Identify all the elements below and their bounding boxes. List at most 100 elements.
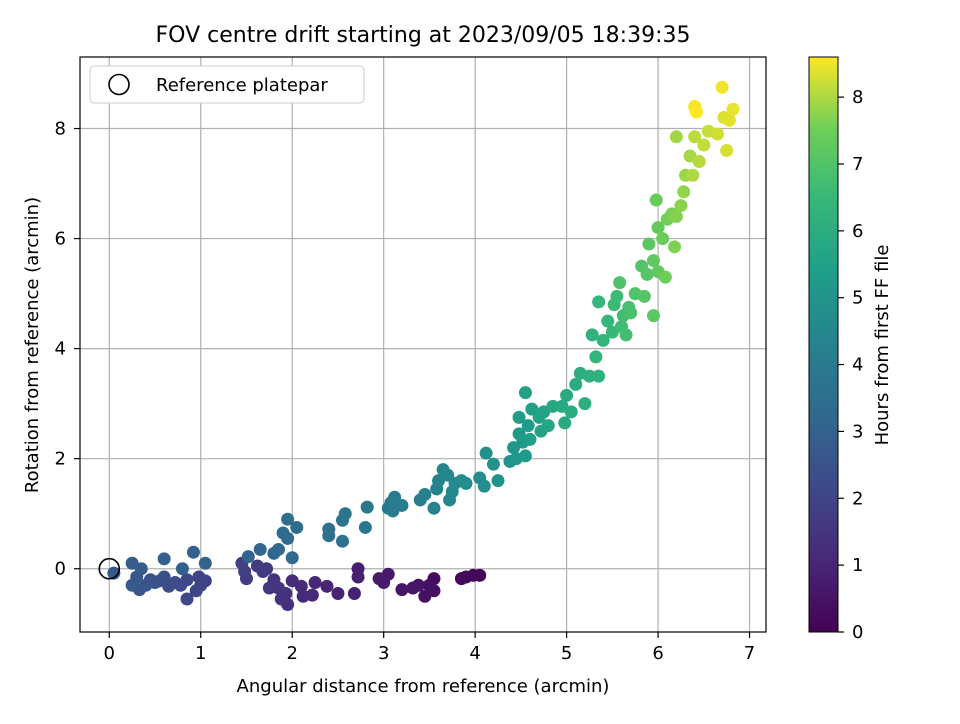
x-tick-label: 2 <box>286 643 297 664</box>
scatter-point <box>189 584 203 598</box>
scatter-point <box>518 449 532 463</box>
scatter-point <box>276 526 290 540</box>
scatter-point <box>395 498 409 512</box>
colorbar-label: Hours from first FF file <box>872 245 893 446</box>
scatter-point <box>642 237 656 251</box>
legend-box <box>89 65 365 104</box>
scatter-point <box>290 520 304 534</box>
scatter-point <box>296 589 310 603</box>
x-tick-label: 7 <box>744 643 755 664</box>
scatter-point <box>692 155 706 169</box>
y-tick-label: 2 <box>55 449 66 470</box>
colorbar-tick-label: 4 <box>852 355 863 376</box>
scatter-point <box>477 479 491 493</box>
scatter-point <box>656 232 670 246</box>
scatter-point <box>406 581 420 595</box>
scatter-point <box>459 476 473 490</box>
scatter-point <box>592 295 606 309</box>
scatter-point <box>668 240 682 254</box>
scatter-point <box>250 559 264 573</box>
colorbar-gradient <box>808 56 839 633</box>
x-tick-label: 3 <box>378 643 389 664</box>
x-tick-label: 5 <box>561 643 572 664</box>
scatter-point <box>624 306 638 320</box>
scatter-point <box>601 314 615 328</box>
scatter-point <box>157 552 171 566</box>
colorbar-tick-label: 2 <box>852 488 863 509</box>
scatter-point <box>338 507 352 521</box>
colorbar-tick-label: 6 <box>852 221 863 242</box>
x-tick-label: 1 <box>195 643 206 664</box>
scatter-point <box>479 446 493 460</box>
y-tick-label: 8 <box>55 119 66 140</box>
scatter-point <box>669 130 683 144</box>
scatter-point <box>134 562 148 576</box>
scatter-point <box>427 501 441 515</box>
scatter-point <box>422 578 436 592</box>
scatter-point <box>180 592 194 606</box>
scatter-point <box>585 328 599 342</box>
scatter-point <box>697 138 711 152</box>
scatter-point <box>274 592 288 606</box>
scatter-point <box>253 542 267 556</box>
scatter-point <box>358 520 372 534</box>
x-tick-label: 0 <box>104 643 115 664</box>
plot-frame <box>79 56 767 633</box>
scatter-point <box>619 328 633 342</box>
y-tick-label: 6 <box>55 229 66 250</box>
legend-marker-icon <box>108 73 130 96</box>
scatter-point <box>569 377 583 391</box>
scatter-point <box>649 193 663 207</box>
scatter-point <box>592 369 606 383</box>
reference-platepar-marker <box>98 557 121 580</box>
scatter-point <box>418 589 432 603</box>
scatter-point <box>192 570 206 584</box>
scatter-point <box>360 500 374 514</box>
scatter-point <box>521 419 535 433</box>
x-axis-label: Angular distance from reference (arcmin) <box>237 676 610 697</box>
legend: Reference platepar <box>89 65 365 104</box>
y-axis-label: Rotation from reference (arcmin) <box>22 197 43 493</box>
scatter-point <box>491 474 505 488</box>
x-tick-label: 4 <box>469 643 480 664</box>
axis-ticks: 0 1 2 3 4 5 6 7 0 2 4 6 8 <box>55 119 756 664</box>
scatter-point <box>613 276 627 290</box>
scatter-point <box>646 309 660 323</box>
scatter-point <box>589 350 603 364</box>
scatter-point <box>454 572 468 586</box>
y-tick-label: 4 <box>55 339 66 360</box>
scatter-point <box>347 586 361 600</box>
scatter-point <box>686 168 700 182</box>
scatter-point <box>546 399 560 413</box>
scatter-point <box>523 432 537 446</box>
scatter-point <box>241 550 255 564</box>
scatter-point <box>610 289 624 303</box>
scatter-point <box>285 551 299 565</box>
scatter-points <box>98 80 740 611</box>
scatter-point <box>262 581 276 595</box>
colorbar: 0 1 2 3 4 5 6 7 8 Hours from first FF file <box>808 56 893 643</box>
scatter-point <box>640 267 654 281</box>
scatter-point <box>596 333 610 347</box>
chart-title: FOV centre drift starting at 2023/09/05 … <box>156 23 691 48</box>
scatter-point <box>669 210 683 224</box>
scatter-point <box>726 102 740 116</box>
scatter-point <box>711 127 725 141</box>
scatter-point <box>320 579 334 593</box>
scatter-point <box>558 416 572 430</box>
scatter-point <box>336 534 350 548</box>
scatter-point <box>564 405 578 419</box>
scatter-point <box>722 113 736 127</box>
scatter-point <box>518 386 532 400</box>
scatter-point <box>689 105 703 119</box>
legend-label: Reference platepar <box>156 75 328 96</box>
scatter-point <box>125 578 139 592</box>
scatter-point <box>658 270 672 284</box>
scatter-point <box>322 522 336 536</box>
scatter-point <box>351 570 365 584</box>
scatter-point <box>651 221 665 235</box>
scatter-point <box>107 566 121 580</box>
scatter-point <box>688 130 702 144</box>
x-tick-label: 6 <box>652 643 663 664</box>
